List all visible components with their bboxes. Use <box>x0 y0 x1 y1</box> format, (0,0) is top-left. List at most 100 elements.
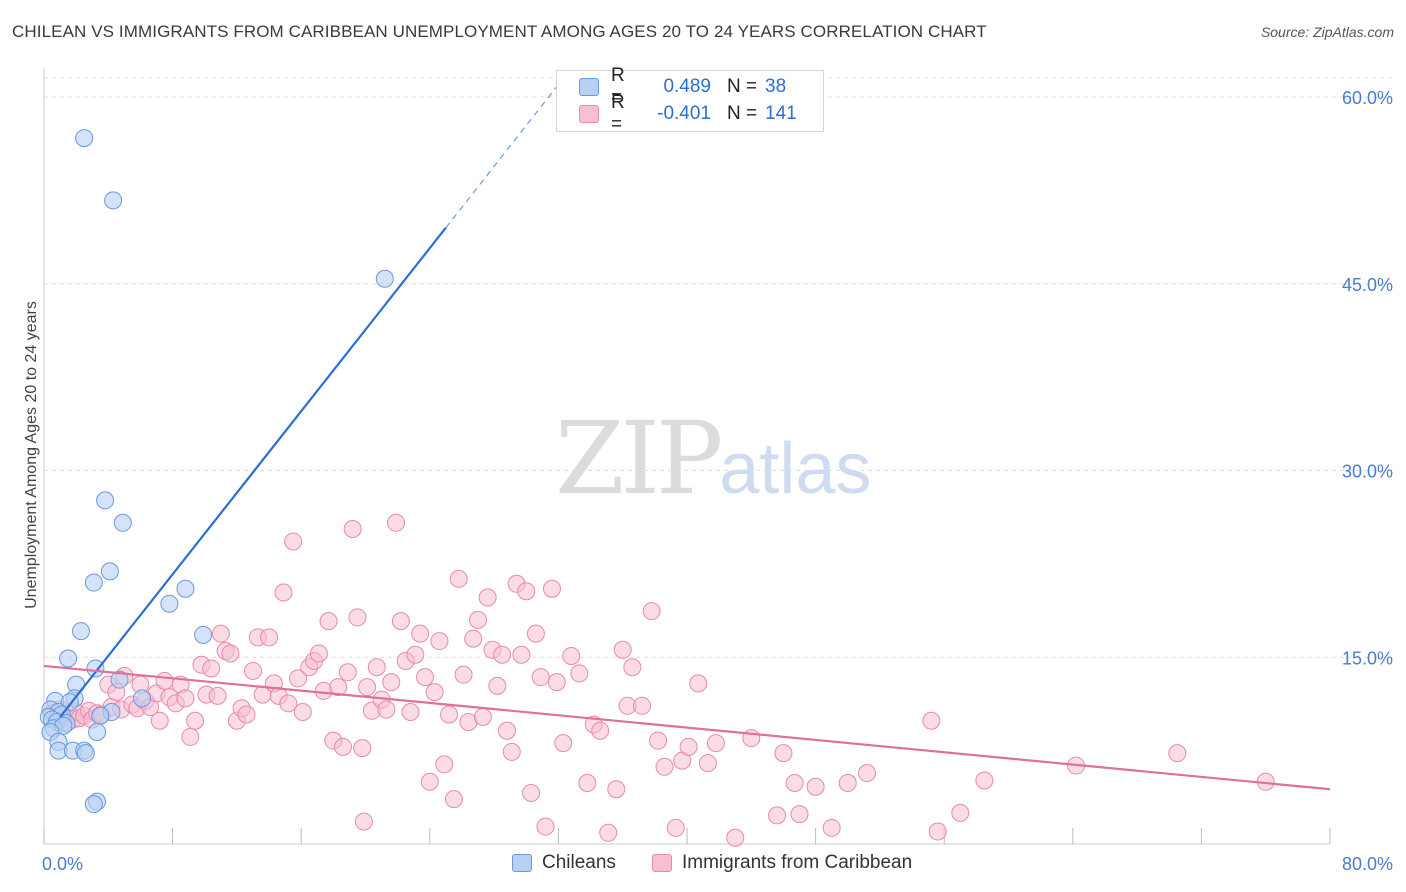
caribbean-point <box>706 734 725 753</box>
caribbean-point <box>785 773 804 792</box>
legend-n-value: 38 <box>765 76 787 97</box>
caribbean-point <box>591 721 610 740</box>
caribbean-point <box>928 822 947 841</box>
legend-row-chileans: R = 0.489 N = 38 <box>579 65 787 108</box>
caribbean-point <box>623 658 642 677</box>
caribbean-point <box>382 673 401 692</box>
chilean-point <box>88 722 107 741</box>
caribbean-point <box>655 757 674 776</box>
caribbean-point <box>319 612 338 631</box>
caribbean-point <box>512 645 531 664</box>
caribbean-point <box>260 628 279 647</box>
y-tick-label: 60.0% <box>1342 88 1393 108</box>
chilean-point <box>133 689 152 708</box>
legend-row-caribbean: R = -0.401 N = 141 <box>579 92 797 135</box>
caribbean-point <box>562 647 581 666</box>
caribbean-point <box>599 823 618 842</box>
caribbean-point <box>649 731 668 750</box>
chilean-point <box>176 579 195 598</box>
caribbean-point <box>1168 744 1187 763</box>
chilean-point <box>160 594 179 613</box>
caribbean-point <box>607 780 626 799</box>
chilean-point <box>75 129 94 148</box>
chilean-point <box>96 491 115 510</box>
caribbean-point <box>284 532 303 551</box>
legend-item-caribbean[interactable]: Immigrants from Caribbean <box>652 852 912 874</box>
caribbean-point <box>547 673 566 692</box>
chilean-point <box>84 573 103 592</box>
caribbean-point <box>806 777 825 796</box>
caribbean-point <box>377 700 396 719</box>
chilean-point <box>59 649 78 668</box>
caribbean-point <box>642 602 661 621</box>
caribbean-point <box>542 579 561 598</box>
source-note: Source: ZipAtlas.com <box>1260 24 1394 40</box>
caribbean-point <box>473 708 492 727</box>
caribbean-point <box>358 678 377 697</box>
x-tick-label-max: 80.0% <box>1342 854 1393 874</box>
caribbean-point <box>435 755 454 774</box>
caribbean-point <box>478 588 497 607</box>
caribbean-point <box>333 737 352 756</box>
caribbean-point <box>353 739 372 758</box>
tick-labels: 15.0% 30.0% 45.0% 60.0% 0.0% 80.0% <box>42 88 1393 874</box>
caribbean-point <box>522 783 541 802</box>
series-legend: Chileans Immigrants from Caribbean <box>0 852 1406 876</box>
caribbean-point <box>425 683 444 702</box>
caribbean-point <box>922 711 941 730</box>
caribbean-swatch-icon <box>579 105 599 123</box>
caribbean-point <box>274 583 293 602</box>
caribbean-point <box>570 664 589 683</box>
caribbean-point <box>454 665 473 684</box>
caribbean-point <box>517 582 536 601</box>
caribbean-legend-icon <box>652 854 672 872</box>
trend-lines <box>43 84 1331 791</box>
legend-n-value: 141 <box>765 103 797 124</box>
caribbean-point <box>975 771 994 790</box>
caribbean-point <box>440 705 459 724</box>
caribbean-point <box>768 806 787 825</box>
grid-lines <box>44 77 1392 658</box>
chilean-point <box>84 795 103 814</box>
legend-item-label: Chileans <box>542 852 616 873</box>
chart-title: CHILEAN VS IMMIGRANTS FROM CARIBBEAN UNE… <box>12 22 987 41</box>
caribbean-point <box>411 624 430 643</box>
caribbean-point <box>666 818 685 837</box>
caribbean-point <box>469 610 488 629</box>
legend-n-label: N = <box>727 76 758 97</box>
caribbean-point <box>526 624 545 643</box>
caribbean-point <box>329 678 348 697</box>
chileans-swatch-icon <box>579 78 599 96</box>
y-tick-label: 30.0% <box>1342 462 1393 482</box>
caribbean-point <box>488 676 507 695</box>
caribbean-point <box>430 632 449 651</box>
caribbean-point <box>774 744 793 763</box>
caribbean-points <box>43 513 1275 847</box>
chileans-legend-icon <box>512 854 532 872</box>
caribbean-point <box>354 812 373 831</box>
chilean-point <box>113 513 132 532</box>
caribbean-point <box>391 612 410 631</box>
chilean-point <box>71 622 90 641</box>
caribbean-point <box>790 805 809 824</box>
legend-n-label: N = <box>727 103 758 124</box>
caribbean-point <box>293 703 312 722</box>
caribbean-point <box>208 686 227 705</box>
caribbean-point <box>279 694 298 713</box>
caribbean-point <box>858 764 877 783</box>
legend-item-label: Immigrants from Caribbean <box>682 852 913 873</box>
chilean-point <box>86 659 105 678</box>
caribbean-point <box>211 624 230 643</box>
caribbean-point <box>288 669 307 688</box>
caribbean-point <box>420 772 439 791</box>
caribbean-point <box>367 658 386 677</box>
y-tick-label: 45.0% <box>1342 275 1393 295</box>
chilean-point <box>91 706 110 725</box>
chilean-point <box>375 269 394 288</box>
caribbean-point <box>502 742 521 761</box>
caribbean-point <box>679 737 698 756</box>
legend-item-chileans[interactable]: Chileans <box>512 852 616 874</box>
caribbean-point <box>698 754 717 773</box>
legend-r-label: R = <box>611 92 625 135</box>
chilean-point <box>76 744 95 763</box>
